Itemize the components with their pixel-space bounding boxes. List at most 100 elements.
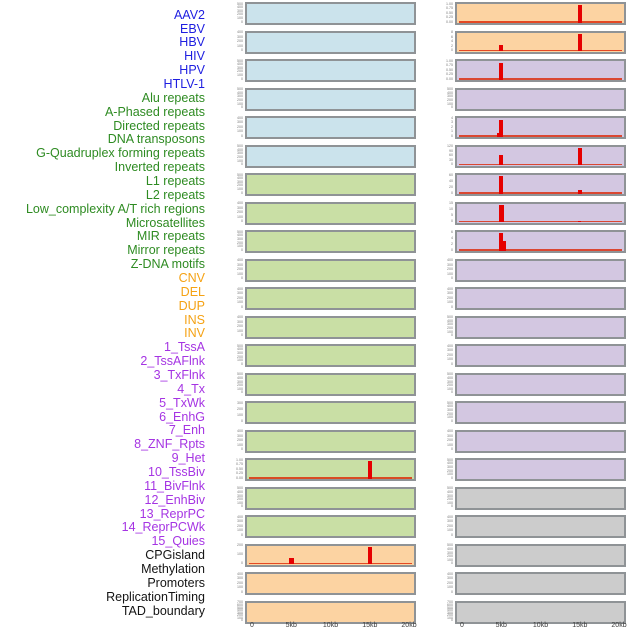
row-label-ebv: EBV bbox=[179, 21, 205, 36]
y-tick-label: 0.00 bbox=[445, 76, 453, 81]
y-tick-label: 1.00 bbox=[235, 457, 243, 463]
y-tick-label: 200 bbox=[236, 324, 243, 329]
row-label-14-reprpcwk: 14_ReprPCWk bbox=[121, 520, 205, 535]
y-tick-label: 200 bbox=[236, 543, 243, 548]
y-tick-label: 100 bbox=[236, 43, 243, 48]
y-tick-label: 100 bbox=[236, 101, 243, 106]
y-tick-label: 100 bbox=[236, 300, 243, 305]
row-label-1-tssa: 1_TssA bbox=[164, 340, 205, 355]
y-tick-label: 200 bbox=[236, 38, 243, 44]
y-tick-label: 200 bbox=[236, 210, 243, 215]
y-tick-label: 500 bbox=[236, 229, 243, 234]
y-tick-label: 100 bbox=[236, 500, 243, 505]
y-tick-label: 500 bbox=[236, 372, 243, 377]
track-strip-14-reprpcwk bbox=[455, 429, 626, 453]
y-tick-label: 400 bbox=[236, 147, 243, 152]
y-tick-label: 200 bbox=[446, 97, 453, 103]
y-tick-label: 400 bbox=[236, 286, 243, 291]
y-tick-label: 0 bbox=[450, 162, 453, 167]
y-tick-label: 200 bbox=[446, 580, 453, 586]
data-spike bbox=[499, 119, 504, 137]
y-tick-label: 0 bbox=[240, 361, 243, 366]
y-tick-label: 0.00 bbox=[445, 19, 453, 24]
y-tick-label: 0 bbox=[450, 47, 453, 53]
y-tick-label: 300 bbox=[236, 65, 243, 70]
y-tick-label: 300 bbox=[236, 94, 243, 99]
y-tick-label: 300 bbox=[236, 179, 243, 185]
y-tick-label: 200 bbox=[446, 383, 453, 388]
y-tick-label: 200 bbox=[446, 554, 453, 559]
y-tick-label: 0.25 bbox=[235, 471, 243, 476]
y-tick-label: 300 bbox=[236, 519, 243, 524]
data-spike bbox=[499, 62, 504, 80]
y-tick-label: 400 bbox=[446, 608, 453, 613]
y-tick-label: 400 bbox=[236, 571, 243, 577]
y-tick-label: 300 bbox=[236, 493, 243, 498]
y-tick-label: 200 bbox=[446, 411, 453, 416]
row-label-4-tx: 4_Tx bbox=[177, 381, 205, 396]
y-tick-label: 400 bbox=[446, 489, 453, 495]
track-strip-cpgisland bbox=[455, 486, 626, 510]
y-tick-label: 0.50 bbox=[445, 10, 453, 15]
y-tick-label: 400 bbox=[446, 90, 453, 95]
data-spike bbox=[498, 233, 503, 251]
y-tick-label: 300 bbox=[236, 236, 243, 242]
row-label-9-het: 9_Het bbox=[171, 451, 205, 465]
y-tick-label: 100 bbox=[236, 615, 243, 621]
y-tick-label: 200 bbox=[236, 267, 243, 272]
y-tick-label: 100 bbox=[236, 386, 243, 391]
y-tick-label: 200 bbox=[236, 295, 243, 300]
y-tick-label: 300 bbox=[446, 464, 453, 470]
y-tick-label: 200 bbox=[236, 240, 243, 245]
y-tick-label: 400 bbox=[446, 571, 453, 577]
y-tick-label: 0 bbox=[240, 162, 243, 167]
row-label-ins: INS bbox=[184, 312, 205, 327]
y-tick-label: 700 bbox=[236, 600, 243, 605]
row-label-6-enhg: 6_EnhG bbox=[159, 409, 205, 424]
y-tick-label: 200 bbox=[446, 613, 453, 618]
y-tick-label: 200 bbox=[236, 12, 243, 17]
y-tick-label: 0 bbox=[240, 589, 243, 595]
y-tick-label: 400 bbox=[446, 429, 453, 434]
track-strip-hpv bbox=[245, 116, 416, 140]
y-tick-label: 0 bbox=[450, 390, 453, 395]
y-tick-label: 100 bbox=[236, 271, 243, 276]
y-tick-label: 300 bbox=[446, 576, 453, 581]
track-strip-microsatellites bbox=[245, 429, 416, 453]
y-tick-label: 0 bbox=[450, 333, 453, 338]
y-tick-label: 2 bbox=[450, 43, 453, 48]
y-tick-label: 0 bbox=[450, 532, 453, 538]
y-tick-label: 300 bbox=[236, 433, 243, 439]
x-axis-label-right: 0 bbox=[460, 622, 464, 629]
data-spike bbox=[577, 33, 582, 51]
y-tick-label: 0 bbox=[240, 418, 243, 424]
track-strip-l1-repeats bbox=[245, 344, 416, 368]
y-tick-label: 2 bbox=[450, 241, 453, 246]
y-tick-label: 400 bbox=[236, 115, 243, 120]
y-tick-label: 0 bbox=[450, 219, 453, 224]
row-label-hpv: HPV bbox=[179, 63, 205, 77]
y-tick-label: 0 bbox=[450, 418, 453, 424]
y-tick-label: 500 bbox=[446, 372, 453, 377]
y-tick-label: 0 bbox=[240, 532, 243, 538]
y-tick-label: 100 bbox=[446, 415, 453, 420]
y-tick-label: 300 bbox=[446, 94, 453, 99]
y-tick-label: 4 bbox=[450, 235, 453, 240]
track-strip-promoters bbox=[455, 543, 626, 567]
row-label-aav2: AAV2 bbox=[173, 7, 205, 22]
row-label-2-tssaflnk: 2_TssAFlnk bbox=[140, 354, 205, 368]
y-tick-label: 0 bbox=[240, 618, 243, 623]
row-label-microsatellites: Microsatellites bbox=[125, 215, 205, 230]
y-tick-label: 0 bbox=[450, 561, 453, 566]
y-tick-label: 400 bbox=[236, 62, 243, 67]
y-tick-label: 100 bbox=[446, 271, 453, 276]
y-tick-label: 0 bbox=[450, 618, 453, 623]
track-baseline bbox=[459, 49, 622, 51]
row-label-10-tssbiv: 10_TssBiv bbox=[148, 464, 205, 479]
y-tick-label: 0.50 bbox=[235, 466, 243, 472]
y-tick-label: 300 bbox=[446, 610, 453, 615]
track-strip-del bbox=[245, 572, 416, 596]
y-tick-label: 300 bbox=[236, 319, 243, 324]
y-tick-label: 400 bbox=[236, 315, 243, 320]
track-strip-directed-repeats bbox=[245, 230, 416, 254]
